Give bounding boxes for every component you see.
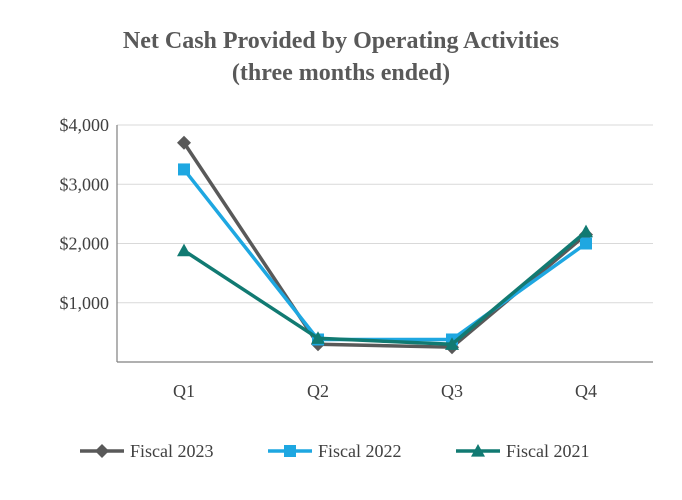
series-3 bbox=[177, 224, 593, 350]
legend-swatch-marker bbox=[284, 445, 296, 457]
x-axis-ticks: Q1 Q2 Q3 Q4 bbox=[173, 381, 597, 401]
legend-label: Fiscal 2022 bbox=[318, 441, 402, 461]
gridlines bbox=[117, 124, 653, 304]
data-point bbox=[579, 224, 593, 238]
x-tick-label: Q3 bbox=[441, 381, 463, 401]
x-tick-label: Q1 bbox=[173, 381, 195, 401]
legend-item-2: Fiscal 2022 bbox=[268, 441, 402, 461]
data-point bbox=[178, 163, 190, 176]
series-1 bbox=[177, 135, 593, 355]
legend-label: Fiscal 2023 bbox=[130, 441, 214, 461]
data-point bbox=[445, 337, 459, 350]
data-point bbox=[580, 237, 592, 250]
legend-item-1: Fiscal 2023 bbox=[80, 441, 214, 461]
y-axis-ticks: $1,000 $2,000 $3,000 $4,000 bbox=[60, 115, 110, 313]
data-point bbox=[311, 331, 325, 344]
series-line bbox=[182, 168, 588, 342]
legend: Fiscal 2023 Fiscal 2022 Fiscal 2021 bbox=[80, 441, 590, 461]
x-tick-label: Q4 bbox=[575, 381, 597, 401]
axes bbox=[116, 125, 653, 363]
data-point bbox=[177, 135, 191, 150]
legend-item-3: Fiscal 2021 bbox=[456, 441, 590, 461]
series-2 bbox=[178, 163, 592, 346]
legend-label: Fiscal 2021 bbox=[506, 441, 590, 461]
legend-swatch-marker bbox=[95, 444, 109, 458]
chart-title: Net Cash Provided by Operating Activitie… bbox=[123, 28, 559, 54]
y-tick-label: $3,000 bbox=[60, 174, 110, 194]
data-point bbox=[177, 243, 191, 257]
y-tick-label: $1,000 bbox=[60, 293, 110, 313]
x-tick-label: Q2 bbox=[307, 381, 329, 401]
series-line bbox=[183, 230, 588, 346]
y-tick-label: $2,000 bbox=[60, 234, 110, 254]
chart-subtitle: (three months ended) bbox=[232, 60, 450, 86]
series-layer bbox=[177, 135, 593, 355]
legend-swatch-marker bbox=[471, 444, 485, 457]
y-tick-label: $4,000 bbox=[60, 115, 110, 135]
